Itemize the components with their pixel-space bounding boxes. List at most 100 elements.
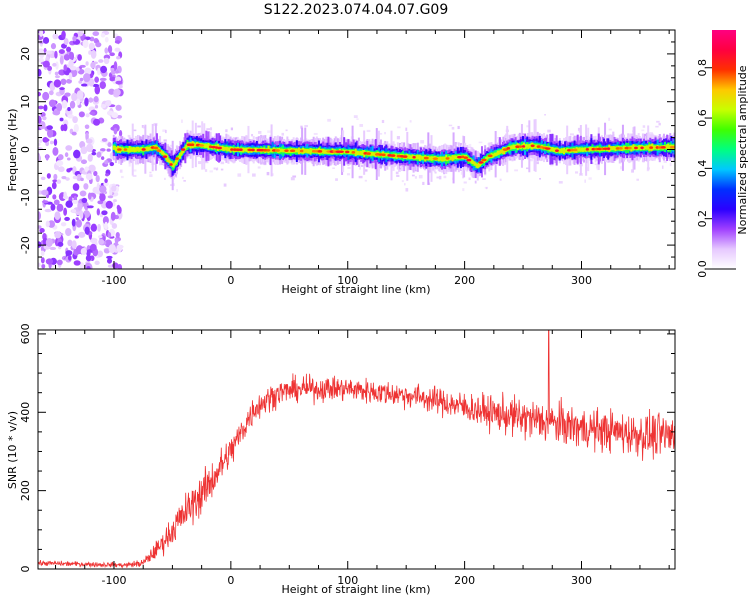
noise-blob [46,173,51,179]
ridge-cell [645,145,648,150]
spectral-speck [164,177,166,180]
ridge-cell [115,147,118,152]
ridge-cell [203,144,206,148]
ridge-cell [128,145,131,153]
x-tick-label: 0 [227,574,234,587]
noise-blob [41,189,49,196]
ridge-cell [223,147,226,151]
ridge-cell [243,147,246,152]
noise-blob [66,168,71,173]
ridge-cell [288,149,291,154]
spectral-speck [339,137,342,140]
noise-blob [39,139,43,143]
noise-blob [98,235,103,239]
spectral-speck [132,169,137,172]
ridge-peak [634,146,638,150]
noise-blob [79,190,87,197]
noise-blob [61,30,66,39]
ridge-cell [666,144,669,149]
noise-blob [65,177,70,181]
spectral-speck [121,175,124,179]
ridge-cell [500,149,503,154]
spectral-speck [499,178,502,181]
ridge-cell [408,154,411,159]
spectral-speck [281,132,285,136]
ridge-peak [198,144,205,147]
ridge-cell [439,157,442,161]
noise-blob [38,48,44,52]
noise-blob [39,30,44,37]
ridge-peak [481,158,487,162]
noise-blob [104,36,109,43]
noise-blob [67,255,72,261]
ridge-cell [449,156,452,161]
ridge-cell [421,156,424,160]
noise-blob [100,103,107,109]
ridge-cell [549,147,552,152]
noise-blob [63,64,68,72]
spectral-speck [169,144,173,147]
spectral-speck [448,124,453,127]
ridge-peak [230,148,234,151]
spectral-speck [397,165,400,168]
spectral-speck [663,160,667,163]
spectral-speck [271,173,274,176]
noise-blob [72,35,77,42]
ridge-cell [168,159,171,163]
noise-blob [52,62,57,67]
noise-blob [52,194,57,200]
noise-blob [40,250,45,256]
ridge-peak [521,145,526,148]
noise-blob [42,91,50,101]
noise-blob [71,218,76,227]
noise-blob [86,205,94,209]
spectral-speck [267,130,272,133]
noise-blob [116,244,123,253]
noise-blob [48,99,57,108]
spectral-speck [422,181,425,185]
ridge-cell [205,143,208,148]
noise-blob [89,36,95,42]
ridge-peak [615,147,620,150]
noise-blob [45,154,49,161]
spectral-speck [210,127,213,131]
noise-blob [66,157,71,161]
ridge-cell [513,144,516,150]
noise-blob [51,181,57,190]
ridge-cell [269,148,272,153]
ridge-cell [160,149,163,154]
noise-blob [113,61,118,71]
ridge-cell [131,148,134,152]
ridge-cell [166,154,169,163]
ridge-cell [308,149,311,153]
ridge-cell [296,149,299,153]
ridge-cell [206,144,209,148]
noise-blob [78,111,85,118]
ridge-cell [485,156,488,162]
ridge-cell [222,146,225,151]
x-tick-label: 100 [337,274,358,287]
spectral-speck [478,141,483,144]
noise-blob [65,145,73,151]
noise-blob [54,211,61,221]
noise-blob [54,50,58,59]
ridge-peak [239,148,243,152]
noise-blob [92,83,100,88]
spectral-speck [381,119,385,124]
spectral-speck [443,175,447,179]
figure-title: S122.2023.074.04.07.G09 [264,2,449,18]
noise-blob [72,175,78,180]
ridge-cell [358,151,361,156]
ridge-cell [361,151,364,156]
ridge-cell [579,148,582,152]
spectral-speck [620,166,622,170]
ridge-cell [631,145,634,150]
ridge-cell [526,144,529,148]
spectral-speck [209,170,213,173]
ridge-cell [558,148,561,154]
spectral-speck [539,177,541,180]
ridge-cell [442,156,445,162]
spectral-speck [451,126,455,130]
colorbar-tick-label: 0.4 [696,160,709,178]
noise-blob [74,235,80,239]
